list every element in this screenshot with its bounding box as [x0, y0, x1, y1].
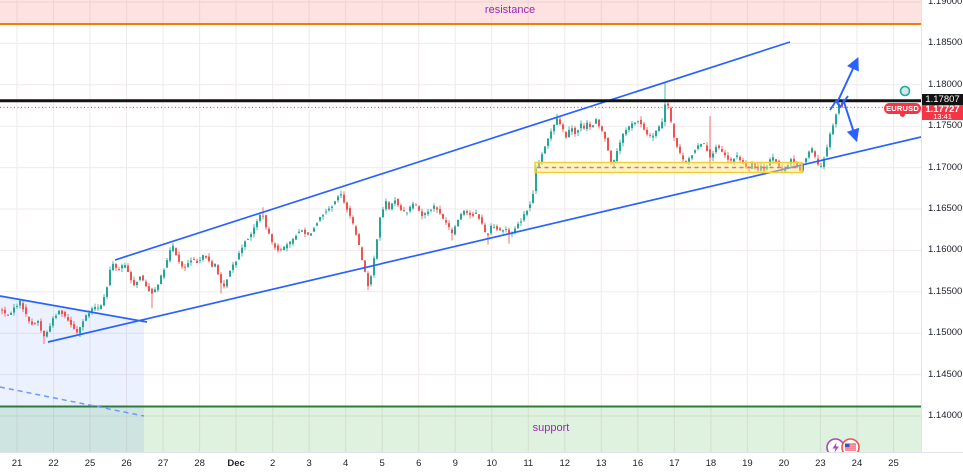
green-circle-marker[interactable] [899, 85, 911, 97]
calendar-event-icons[interactable] [826, 438, 860, 457]
channel-upper-trendline [114, 41, 791, 261]
x-axis-tick: 4 [343, 458, 349, 469]
x-axis-tick: 17 [669, 458, 680, 469]
time-axis[interactable]: 21 22 25 26 27 28 Dec 2 3 4 5 6 9 10 11 12 13 16 17 18 19 20 2… [0, 452, 963, 473]
y-axis-tick: 1.19000 [928, 0, 963, 7]
x-axis-tick: 24 [851, 458, 863, 469]
wedge-upper-trendline [0, 295, 148, 323]
symbol-price-flag: EURUSD [884, 103, 921, 114]
x-axis-tick: 2 [269, 458, 276, 469]
symbol-flag-pointer [900, 112, 905, 117]
yellow-consolidation-box[interactable] [534, 161, 803, 174]
scenario-arrows[interactable] [829, 57, 860, 143]
x-axis-tick: 25 [888, 458, 899, 469]
current-price-value: 1.17727 [925, 104, 960, 115]
dashed-projection-line[interactable] [0, 386, 145, 417]
current-price-time: 13:41 [933, 112, 952, 121]
candles-layer [1, 82, 843, 344]
zigzag-retest-mark [829, 95, 849, 111]
resistance-zone [0, 0, 921, 24]
x-axis-tick: 22 [48, 458, 59, 469]
channel-lower-trendline [47, 132, 939, 343]
y-axis-tick: 1.14000 [928, 410, 963, 421]
zones[interactable] [0, 0, 921, 452]
x-axis-tick: 27 [157, 458, 169, 469]
y-axis-tick: 1.15000 [928, 327, 963, 339]
flag-canton [845, 443, 850, 448]
y-axis-tick: 1.16000 [928, 244, 963, 256]
x-axis-tick: 26 [121, 458, 132, 469]
y-axis-tick: 1.17500 [928, 120, 963, 132]
support-zone [0, 406, 921, 452]
x-axis-tick: 3 [306, 458, 312, 469]
x-axis-tick: 21 [11, 458, 23, 469]
y-axis-tick: 1.14500 [928, 368, 963, 380]
y-axis-tick: 1.15500 [928, 285, 963, 297]
x-axis-tick: 13 [596, 458, 607, 469]
x-axis-tick: 20 [778, 458, 790, 469]
y-axis-tick: 1.17000 [928, 161, 963, 173]
x-axis-tick: 11 [523, 458, 534, 469]
x-axis-tick: 16 [632, 458, 644, 469]
down-arrow [842, 98, 860, 143]
trendlines[interactable] [0, 41, 939, 343]
x-axis-tick: 18 [705, 458, 717, 469]
y-axis-tick: 1.18500 [928, 37, 963, 49]
x-axis-tick: 28 [194, 458, 205, 469]
x-axis-tick: 19 [742, 458, 753, 469]
current-price-axis-label: 1.17727 13:41 [922, 105, 963, 120]
x-axis-tick: 10 [486, 458, 498, 469]
price-line-axis-label: 1.17807 [922, 94, 963, 105]
x-axis-tick: 12 [559, 458, 571, 469]
x-axis-tick: 9 [452, 458, 458, 469]
x-axis-tick: 5 [379, 458, 385, 469]
blue-highlight-zone [0, 296, 144, 452]
x-axis-tick: 6 [416, 458, 422, 469]
x-axis-tick: Dec [227, 458, 245, 469]
x-axis-tick: 23 [815, 458, 826, 469]
x-axis-tick: 25 [84, 458, 96, 469]
up-arrow [836, 57, 859, 104]
price-axis[interactable]: 1.19000 1.18500 1.18000 1.17500 1.17000 1.165… [921, 0, 963, 452]
lightning-bolt-glyph [832, 442, 839, 453]
y-axis-tick: 1.18000 [928, 78, 963, 90]
y-axis-tick: 1.16500 [928, 203, 963, 214]
